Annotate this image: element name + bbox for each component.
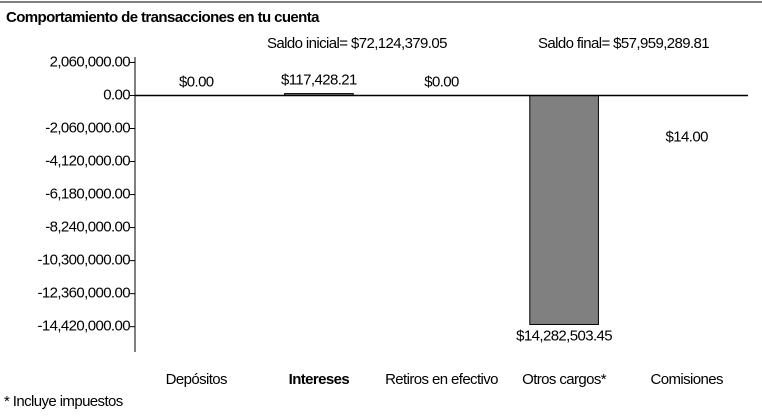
y-tick-label: -8,240,000.00: [45, 219, 130, 236]
value-label: $0.00: [179, 73, 214, 90]
y-tick-label: -10,300,000.00: [37, 252, 130, 269]
y-tick-label: 0.00: [103, 86, 130, 103]
footnote: * Incluye impuestos: [4, 393, 123, 410]
value-label: $117,428.21: [281, 72, 357, 89]
bar: [529, 94, 599, 325]
value-label: $14.00: [666, 128, 709, 145]
y-tick-label: -6,180,000.00: [45, 186, 130, 203]
x-tick-label: Intereses: [289, 371, 350, 388]
y-tick-label: -4,120,000.00: [45, 153, 130, 170]
x-tick-label: Depósitos: [166, 371, 227, 388]
value-label: $14,282,503.45: [516, 327, 612, 344]
value-label: $0.00: [424, 73, 459, 90]
y-tick-label: -12,360,000.00: [37, 285, 130, 302]
y-tick-label: -2,060,000.00: [45, 119, 130, 136]
chart-title: Comportamiento de transacciones en tu cu…: [6, 9, 320, 26]
y-tick-label: 2,060,000.00: [50, 53, 131, 70]
x-tick-label: Comisiones: [651, 371, 723, 388]
y-tick-label: -14,420,000.00: [37, 318, 130, 335]
x-tick-label: Otros cargos*: [522, 371, 607, 388]
x-tick-label: Retiros en efectivo: [385, 371, 498, 388]
annotation: Saldo final= $57,959,289.81: [538, 35, 709, 52]
annotation: Saldo inicial= $72,124,379.05: [267, 35, 447, 52]
